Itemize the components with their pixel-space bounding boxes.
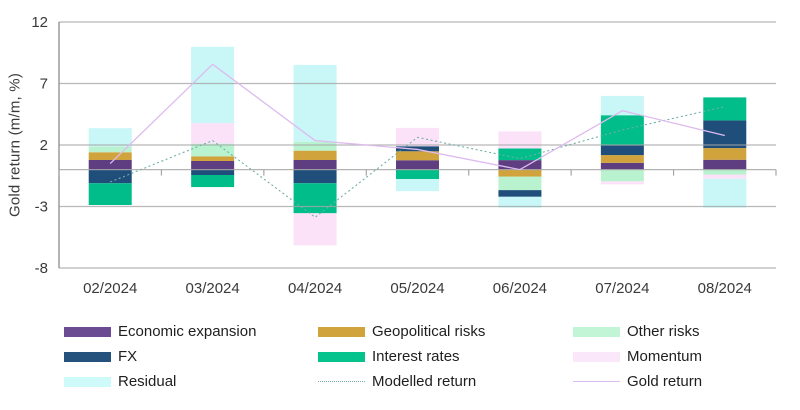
bar-segment-economic-expansion bbox=[498, 160, 542, 170]
legend-item-fx: FX bbox=[64, 348, 318, 365]
chart-legend: Economic expansion Geopolitical risks Othe… bbox=[64, 319, 702, 394]
chart-plot-area: 12 7 2 -3 -8 02/2024 03/2024 04/2024 05/2024 06/2… bbox=[31, 14, 777, 297]
bar-segment-fx bbox=[293, 169, 337, 184]
legend-item-interest-rates: Interest rates bbox=[318, 348, 573, 365]
legend-label: Economic expansion bbox=[118, 323, 257, 340]
bar-segment-economic-expansion bbox=[88, 160, 132, 170]
bar-segment-residual bbox=[293, 64, 337, 142]
bar-segment-other-risks bbox=[703, 169, 747, 175]
legend-item-other-risks: Other risks bbox=[573, 323, 702, 340]
bar-segment-other-risks bbox=[498, 176, 542, 191]
legend-item-momentum: Momentum bbox=[573, 348, 702, 365]
bar-segment-economic-expansion bbox=[703, 159, 747, 170]
bar-segment-fx bbox=[703, 120, 747, 149]
legend-swatch-fx bbox=[64, 351, 111, 362]
legend-swatch-other-risks bbox=[573, 326, 620, 337]
bar-segment-other-risks bbox=[191, 143, 235, 157]
bar-segment-economic-expansion bbox=[293, 160, 337, 170]
legend-swatch-interest-rates bbox=[318, 351, 365, 362]
bar-segment-residual bbox=[88, 128, 132, 147]
bar-segment-momentum bbox=[703, 174, 747, 179]
x-tick-label: 05/2024 bbox=[390, 280, 444, 297]
bar-segment-momentum bbox=[293, 213, 337, 246]
legend-label: Geopolitical risks bbox=[372, 323, 486, 340]
bar-segment-interest-rates bbox=[396, 169, 439, 180]
legend-label: Gold return bbox=[627, 373, 703, 390]
legend-label: Modelled return bbox=[372, 373, 477, 390]
x-tick-label: 06/2024 bbox=[493, 280, 547, 297]
bar-segment-other-risks bbox=[88, 146, 132, 153]
bar-segment-geopolitical-risks bbox=[88, 152, 132, 161]
legend-label: Other risks bbox=[627, 323, 700, 340]
bar-segment-momentum bbox=[600, 181, 644, 185]
bar-segment-economic-expansion bbox=[600, 162, 644, 170]
legend-swatch-geopolitical-risks bbox=[318, 326, 365, 337]
bar-segment-geopolitical-risks bbox=[600, 155, 644, 163]
x-tick-label: 08/2024 bbox=[698, 280, 752, 297]
y-tick-label: -3 bbox=[35, 199, 48, 216]
y-tick-label: 7 bbox=[40, 76, 48, 93]
bar-segment-interest-rates bbox=[191, 175, 235, 188]
legend-swatch-economic-expansion bbox=[64, 326, 111, 337]
bar-segment-geopolitical-risks bbox=[396, 151, 439, 161]
bar-segment-economic-expansion bbox=[396, 160, 439, 170]
bar-segment-fx bbox=[88, 169, 132, 184]
y-tick-label: 12 bbox=[31, 14, 48, 31]
legend-item-gold-return: Gold return bbox=[573, 373, 702, 390]
bar-segment-other-risks bbox=[293, 141, 337, 151]
bar-segment-interest-rates bbox=[498, 148, 542, 161]
bar-segment-interest-rates bbox=[88, 183, 132, 206]
legend-item-geopolitical-risks: Geopolitical risks bbox=[318, 323, 573, 340]
bar-segment-geopolitical-risks bbox=[703, 148, 747, 160]
legend-label: Momentum bbox=[627, 348, 703, 365]
bar-segment-residual bbox=[600, 95, 644, 116]
legend-item-modelled-return: Modelled return bbox=[318, 373, 573, 390]
bar-segment-residual bbox=[703, 178, 747, 208]
bar-segment-interest-rates bbox=[703, 97, 747, 121]
bar-segment-geopolitical-risks bbox=[498, 169, 542, 177]
bar-segment-residual bbox=[191, 46, 235, 124]
legend-label: FX bbox=[118, 348, 138, 365]
y-tick-label: -8 bbox=[35, 260, 48, 277]
bar-segment-momentum bbox=[191, 123, 235, 144]
legend-item-economic-expansion: Economic expansion bbox=[64, 323, 318, 340]
bar-segment-geopolitical-risks bbox=[191, 156, 235, 161]
legend-item-residual: Residual bbox=[64, 373, 318, 390]
x-tick-label: 07/2024 bbox=[595, 280, 649, 297]
bar-segment-fx bbox=[191, 169, 235, 176]
bar-segment-fx bbox=[600, 145, 644, 156]
bar-segment-momentum bbox=[498, 131, 542, 149]
legend-swatch-modelled-return bbox=[318, 381, 365, 382]
bar-segment-fx bbox=[396, 146, 439, 152]
line-modelled-return bbox=[110, 106, 725, 219]
legend-swatch-momentum bbox=[573, 351, 620, 362]
legend-label: Residual bbox=[118, 373, 177, 390]
y-tick-label: 2 bbox=[40, 137, 48, 154]
legend-swatch-residual bbox=[64, 376, 111, 387]
bar-segment-interest-rates bbox=[600, 115, 644, 146]
x-tick-label: 04/2024 bbox=[288, 280, 342, 297]
legend-label: Interest rates bbox=[372, 348, 460, 365]
bar-segment-residual bbox=[396, 179, 439, 192]
bar-segment-economic-expansion bbox=[191, 160, 235, 170]
x-tick-label: 03/2024 bbox=[186, 280, 240, 297]
bar-segment-fx bbox=[498, 190, 542, 197]
x-tick-label: 02/2024 bbox=[83, 280, 137, 297]
bar-segment-interest-rates bbox=[293, 183, 337, 214]
bar-segment-geopolitical-risks bbox=[293, 150, 337, 161]
line-gold-return bbox=[109, 63, 725, 171]
bar-segment-other-risks bbox=[600, 169, 644, 182]
legend-swatch-gold-return bbox=[573, 381, 620, 382]
bar-segment-residual bbox=[498, 196, 542, 208]
